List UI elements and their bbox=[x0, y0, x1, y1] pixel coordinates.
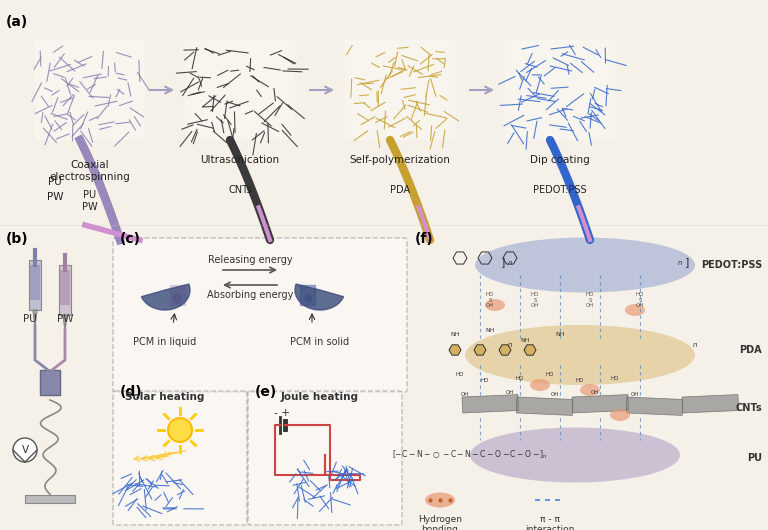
Text: (b): (b) bbox=[6, 232, 28, 246]
Text: HO: HO bbox=[576, 377, 584, 383]
FancyBboxPatch shape bbox=[113, 391, 247, 525]
Text: HO
S
OH: HO S OH bbox=[636, 292, 644, 308]
Text: Releasing energy: Releasing energy bbox=[207, 255, 293, 265]
Ellipse shape bbox=[475, 237, 695, 293]
Text: PW: PW bbox=[57, 314, 73, 324]
Text: PU
PW: PU PW bbox=[82, 190, 98, 211]
Text: (e): (e) bbox=[255, 385, 277, 399]
Text: Ultrasonication: Ultrasonication bbox=[200, 155, 280, 165]
Bar bbox=[462, 394, 518, 413]
Ellipse shape bbox=[580, 384, 600, 396]
Text: Coaxial
electrospinning: Coaxial electrospinning bbox=[50, 160, 131, 182]
FancyBboxPatch shape bbox=[113, 238, 407, 392]
Text: PDA: PDA bbox=[390, 185, 410, 195]
Text: PW: PW bbox=[47, 192, 63, 202]
Bar bbox=[572, 394, 629, 413]
Text: V: V bbox=[22, 445, 28, 455]
Ellipse shape bbox=[470, 428, 680, 482]
Text: n: n bbox=[693, 342, 697, 348]
Text: PCM in solid: PCM in solid bbox=[290, 337, 349, 347]
Bar bbox=[40, 370, 60, 395]
Text: HO
S
OH: HO S OH bbox=[486, 292, 494, 308]
FancyBboxPatch shape bbox=[248, 391, 402, 525]
Ellipse shape bbox=[610, 409, 630, 421]
Text: PCM in liquid: PCM in liquid bbox=[134, 337, 197, 347]
Bar bbox=[345, 40, 455, 140]
Polygon shape bbox=[474, 345, 486, 355]
Polygon shape bbox=[295, 284, 343, 310]
Bar bbox=[505, 40, 615, 140]
Circle shape bbox=[168, 418, 192, 442]
Text: PEDOT:PSS: PEDOT:PSS bbox=[700, 260, 762, 270]
Text: PU: PU bbox=[48, 177, 62, 187]
Text: NH: NH bbox=[450, 332, 460, 338]
Text: HO: HO bbox=[546, 373, 554, 377]
Text: PDA: PDA bbox=[740, 345, 762, 355]
Text: OH: OH bbox=[506, 390, 515, 394]
Text: n: n bbox=[508, 260, 512, 266]
Text: HO
S
OH: HO S OH bbox=[531, 292, 539, 308]
Text: HO: HO bbox=[516, 375, 525, 381]
Text: OH: OH bbox=[551, 393, 559, 398]
Text: $\mathregular{[-C-N-\bigcirc-C-N-C-O-C-O-]_n}$: $\mathregular{[-C-N-\bigcirc-C-N-C-O-C-O… bbox=[392, 449, 548, 461]
Text: Joule heating: Joule heating bbox=[281, 392, 359, 402]
Ellipse shape bbox=[425, 492, 455, 508]
Polygon shape bbox=[499, 345, 511, 355]
Text: PU: PU bbox=[23, 314, 37, 324]
Bar bbox=[35, 40, 145, 140]
Bar bbox=[59, 265, 71, 315]
Text: NH: NH bbox=[485, 328, 495, 332]
Text: -: - bbox=[273, 408, 277, 418]
Bar bbox=[626, 397, 683, 416]
Text: (c): (c) bbox=[120, 232, 141, 246]
Text: π - π
interaction: π - π interaction bbox=[525, 515, 574, 530]
Bar bbox=[30, 265, 40, 300]
Text: +: + bbox=[280, 408, 290, 418]
Text: Hydrogen
bonding: Hydrogen bonding bbox=[418, 515, 462, 530]
Text: Dip coating: Dip coating bbox=[530, 155, 590, 165]
Text: OH: OH bbox=[461, 393, 469, 398]
Polygon shape bbox=[63, 315, 67, 330]
Text: [molecular
structure]: [molecular structure] bbox=[442, 248, 478, 262]
Text: ]: ] bbox=[685, 257, 689, 267]
Text: (a): (a) bbox=[6, 15, 28, 29]
Text: HO
S
OH: HO S OH bbox=[586, 292, 594, 308]
Text: NH: NH bbox=[520, 338, 530, 342]
Text: OH: OH bbox=[631, 393, 639, 398]
Text: CNTs: CNTs bbox=[736, 403, 762, 413]
Text: ]: ] bbox=[501, 257, 505, 267]
Ellipse shape bbox=[485, 299, 505, 311]
Bar bbox=[185, 40, 295, 140]
Text: n: n bbox=[677, 260, 682, 266]
Text: (d): (d) bbox=[120, 385, 143, 399]
Text: HO: HO bbox=[456, 373, 464, 377]
Ellipse shape bbox=[465, 325, 695, 385]
Text: Solar heating: Solar heating bbox=[125, 392, 205, 402]
Text: CNTs: CNTs bbox=[228, 185, 252, 195]
Bar bbox=[60, 270, 70, 305]
Ellipse shape bbox=[530, 379, 550, 391]
Text: (f): (f) bbox=[415, 232, 434, 246]
Ellipse shape bbox=[625, 304, 645, 316]
Text: Self-polymerization: Self-polymerization bbox=[349, 155, 451, 165]
Bar bbox=[29, 260, 41, 310]
Bar bbox=[25, 495, 75, 503]
Bar bbox=[682, 394, 739, 413]
Circle shape bbox=[13, 438, 37, 462]
Text: PU: PU bbox=[747, 453, 762, 463]
Text: HO: HO bbox=[481, 377, 489, 383]
Polygon shape bbox=[524, 345, 536, 355]
Text: PEDOT:PSS: PEDOT:PSS bbox=[533, 185, 587, 195]
Text: NH: NH bbox=[555, 332, 564, 338]
Polygon shape bbox=[449, 345, 461, 355]
Polygon shape bbox=[141, 284, 190, 310]
Polygon shape bbox=[33, 310, 37, 325]
Text: n: n bbox=[508, 342, 512, 348]
Text: OH: OH bbox=[591, 390, 599, 394]
Text: Absorbing energy: Absorbing energy bbox=[207, 290, 293, 300]
Bar bbox=[516, 397, 573, 416]
Text: HO: HO bbox=[611, 375, 619, 381]
